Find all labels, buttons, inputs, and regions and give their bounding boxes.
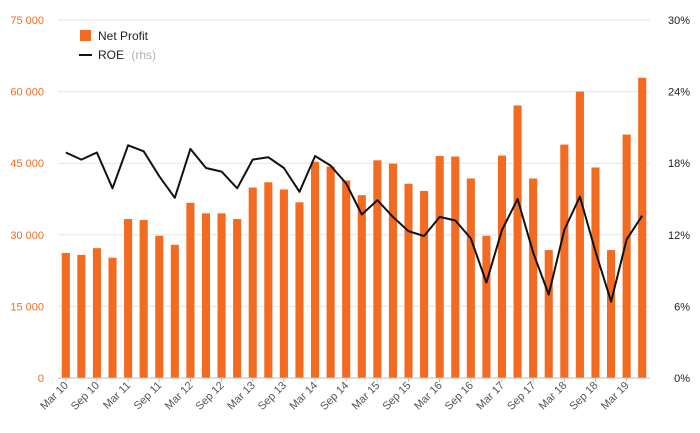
roe-line-group — [65, 144, 644, 303]
net-profit-bar — [420, 190, 429, 378]
x-tick-label: Mar 17 — [474, 380, 507, 413]
y-left-tick-label: 30 000 — [10, 230, 44, 242]
net-profit-bar — [560, 144, 569, 378]
net-profit-bar — [466, 178, 475, 378]
net-profit-bar — [124, 219, 133, 378]
net-profit-bar — [217, 213, 226, 378]
x-tick-label: Sep 11 — [132, 380, 165, 413]
net-profit-bar — [139, 220, 148, 378]
legend-label-roe-name: ROE — [98, 48, 124, 62]
net-profit-bar — [388, 163, 397, 378]
net-profit-bar — [170, 244, 179, 378]
net-profit-bar — [342, 180, 351, 378]
x-tick-label: Mar 13 — [225, 380, 258, 413]
x-tick-label: Sep 10 — [69, 380, 102, 413]
net-profit-bar — [311, 161, 320, 378]
x-tick-label: Mar 11 — [101, 380, 133, 412]
x-tick-label: Mar 12 — [163, 380, 196, 413]
y-right-tick-label: 30% — [668, 15, 690, 27]
legend-label-roe-suffix: (rhs) — [131, 48, 156, 62]
x-tick-label: Sep 15 — [381, 380, 414, 413]
roe-line — [65, 144, 644, 303]
net-profit-bar — [279, 189, 288, 378]
net-profit-bar — [607, 250, 616, 378]
x-tick-label: Sep 13 — [256, 380, 289, 413]
net-profit-bar — [248, 187, 257, 378]
legend: Net Profit ROE (rhs) — [79, 29, 156, 62]
net-profit-bar — [92, 248, 101, 378]
y-left-tick-label: 75 000 — [10, 15, 44, 27]
x-tick-label: Sep 14 — [318, 380, 351, 413]
net-profit-bar — [435, 156, 444, 378]
net-profit-bar — [61, 252, 70, 378]
x-tick-label: Sep 16 — [443, 380, 476, 413]
net-profit-bar — [233, 219, 242, 378]
y-left-tick-label: 0 — [38, 373, 44, 385]
net-profit-bar — [638, 77, 647, 379]
legend-label-net-profit: Net Profit — [98, 29, 149, 43]
net-profit-bar — [622, 134, 631, 378]
y-right-tick-label: 0% — [674, 373, 690, 385]
y-right-tick-label: 24% — [668, 87, 690, 99]
net-profit-bar — [295, 202, 304, 378]
net-profit-bar — [77, 254, 86, 378]
net-profit-bar — [108, 257, 117, 378]
net-profit-bar — [201, 213, 211, 378]
y-right-tick-label: 12% — [668, 230, 690, 242]
y-left-tick-label: 45 000 — [10, 158, 44, 170]
net-profit-bar — [513, 105, 522, 379]
x-tick-label: Mar 14 — [287, 380, 320, 413]
net-profit-bar — [497, 155, 507, 378]
x-tick-label: Sep 18 — [567, 380, 600, 413]
net-profit-bar — [529, 178, 538, 378]
net-profit-bar — [575, 91, 584, 378]
net-profit-bar — [404, 183, 413, 378]
net-profit-bar — [451, 156, 460, 378]
x-tick-label: Sep 17 — [505, 380, 538, 413]
net-profit-bar — [482, 235, 491, 378]
legend-swatch-net-profit — [80, 30, 91, 41]
net-profit-bar — [373, 160, 382, 378]
net-profit-bar — [357, 195, 366, 378]
net-profit-bar — [591, 167, 600, 378]
y-left-tick-label: 15 000 — [10, 301, 44, 313]
x-tick-label: Mar 19 — [599, 380, 632, 413]
net-profit-bar — [264, 182, 273, 378]
net-profit-bar — [155, 235, 164, 378]
x-tick-label: Mar 18 — [537, 380, 570, 413]
y-right-tick-label: 6% — [674, 301, 690, 313]
net-profit-bar — [544, 250, 553, 378]
y-right-tick-label: 18% — [668, 158, 690, 170]
net-profit-bars — [61, 77, 647, 379]
net-profit-bar — [186, 202, 195, 378]
x-tick-label: Mar 15 — [350, 380, 383, 413]
legend-label-roe: ROE (rhs) — [98, 48, 156, 62]
y-left-tick-label: 60 000 — [10, 87, 44, 99]
x-tick-label: Mar 16 — [412, 380, 445, 413]
x-tick-label: Sep 12 — [194, 380, 227, 413]
net-profit-bar — [326, 166, 335, 378]
